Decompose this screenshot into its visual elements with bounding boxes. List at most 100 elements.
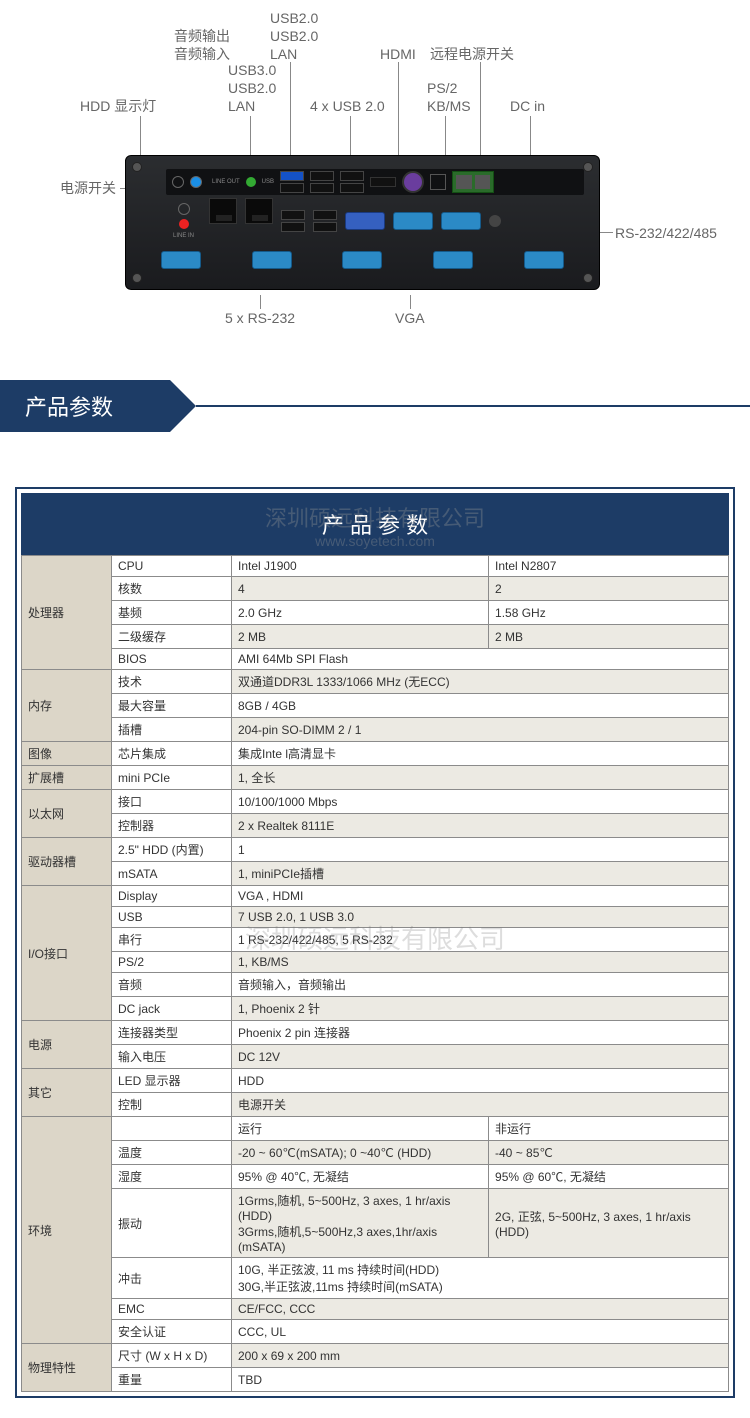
spec-value: 8GB / 4GB [232, 694, 729, 718]
label-hdd-led: HDD 显示灯 [80, 98, 156, 115]
spec-value: 204-pin SO-DIMM 2 / 1 [232, 718, 729, 742]
spec-table-container: 产 品 参 数 深圳硕远科技有限公司 www.soyetech.com 处理器C… [15, 487, 735, 1398]
banner-title: 产品参数 [0, 380, 170, 432]
spec-sub: 温度 [112, 1141, 232, 1165]
spec-sub: Display [112, 886, 232, 907]
spec-category: 以太网 [22, 790, 112, 838]
spec-sub: 控制 [112, 1093, 232, 1117]
spec-table: 处理器CPUIntel J1900Intel N2807 核数42 基频2.0 GH… [21, 555, 729, 1392]
spec-sub: 尺寸 (W x H x D) [112, 1344, 232, 1368]
spec-category: I/O接口 [22, 886, 112, 1021]
spec-sub: 核数 [112, 577, 232, 601]
label-ps2: PS/2 [427, 80, 457, 97]
spec-category: 扩展槽 [22, 766, 112, 790]
spec-value: 95% @ 60℃, 无凝结 [489, 1165, 729, 1189]
spec-sub: 串行 [112, 928, 232, 952]
label-usb20-b1: USB2.0 [270, 10, 318, 27]
spec-value: 2G, 正弦, 5~500Hz, 3 axes, 1 hr/axis (HDD) [489, 1189, 729, 1258]
spec-value: CE/FCC, CCC [232, 1299, 729, 1320]
spec-value: 音频输入，音频输出 [232, 973, 729, 997]
label-rs232x5: 5 x RS-232 [225, 310, 295, 327]
spec-value: 1Grms,随机, 5~500Hz, 3 axes, 1 hr/axis (HD… [232, 1189, 489, 1258]
spec-category: 电源 [22, 1021, 112, 1069]
spec-sub: 冲击 [112, 1258, 232, 1299]
spec-sub: 最大容量 [112, 694, 232, 718]
label-audio-in: 音频输入 [160, 46, 230, 63]
spec-sub: 技术 [112, 670, 232, 694]
spec-value: 1 RS-232/422/485, 5 RS-232 [232, 928, 729, 952]
spec-category: 驱动器槽 [22, 838, 112, 886]
spec-sub: CPU [112, 556, 232, 577]
spec-sub: 输入电压 [112, 1045, 232, 1069]
spec-value: Intel J1900 [232, 556, 489, 577]
spec-value: VGA , HDMI [232, 886, 729, 907]
spec-value: 1, miniPCIe插槽 [232, 862, 729, 886]
spec-sub: 插槽 [112, 718, 232, 742]
spec-sub: 二级缓存 [112, 625, 232, 649]
spec-value: 1, Phoenix 2 针 [232, 997, 729, 1021]
spec-category: 处理器 [22, 556, 112, 670]
spec-sub: 振动 [112, 1189, 232, 1258]
spec-value: 2 MB [232, 625, 489, 649]
spec-sub: DC jack [112, 997, 232, 1021]
spec-sub: 控制器 [112, 814, 232, 838]
spec-value: 2.0 GHz [232, 601, 489, 625]
spec-value: 电源开关 [232, 1093, 729, 1117]
label-remote-pwr: 远程电源开关 [430, 46, 514, 63]
spec-sub: BIOS [112, 649, 232, 670]
label-dcin: DC in [510, 98, 545, 115]
device-render: LINE OUT USB LINE IN [125, 155, 600, 290]
spec-value: 集成Inte l高清显卡 [232, 742, 729, 766]
spec-value: 4 [232, 577, 489, 601]
spec-sub: PS/2 [112, 952, 232, 973]
spec-value: DC 12V [232, 1045, 729, 1069]
spec-value: Phoenix 2 pin 连接器 [232, 1021, 729, 1045]
spec-value: TBD [232, 1368, 729, 1392]
spec-category: 内存 [22, 670, 112, 742]
spec-sub: 接口 [112, 790, 232, 814]
label-vga: VGA [395, 310, 425, 327]
spec-sub: mSATA [112, 862, 232, 886]
label-hdmi: HDMI [380, 46, 416, 63]
spec-value: 10G, 半正弦波, 11 ms 持续时间(HDD) 30G,半正弦波,11ms… [232, 1258, 729, 1299]
section-banner: 产品参数 [0, 380, 750, 432]
spec-category: 环境 [22, 1117, 112, 1344]
spec-value: 2 [489, 577, 729, 601]
spec-sub: 湿度 [112, 1165, 232, 1189]
spec-sub: 2.5" HDD (内置) [112, 838, 232, 862]
spec-sub: 基频 [112, 601, 232, 625]
spec-sub: EMC [112, 1299, 232, 1320]
spec-sub: 安全认证 [112, 1320, 232, 1344]
spec-value: 10/100/1000 Mbps [232, 790, 729, 814]
spec-col-header: 非运行 [489, 1117, 729, 1141]
spec-value: 2 MB [489, 625, 729, 649]
spec-value: CCC, UL [232, 1320, 729, 1344]
label-usb30: USB3.0 [228, 62, 276, 79]
port-diagram: 音频输出 音频输入 USB3.0 USB2.0 LAN USB2.0 USB2.… [0, 0, 750, 350]
spec-sub: 芯片集成 [112, 742, 232, 766]
label-rs232-485: RS-232/422/485 [615, 225, 717, 242]
spec-value: 双通道DDR3L 1333/1066 MHz (无ECC) [232, 670, 729, 694]
spec-category: 图像 [22, 742, 112, 766]
spec-value: 200 x 69 x 200 mm [232, 1344, 729, 1368]
spec-value: 1, 全长 [232, 766, 729, 790]
label-usb4: 4 x USB 2.0 [310, 98, 385, 115]
spec-value: 1, KB/MS [232, 952, 729, 973]
label-lan-b: LAN [270, 46, 297, 63]
spec-value: HDD [232, 1069, 729, 1093]
spec-sub: 音频 [112, 973, 232, 997]
spec-value: 2 x Realtek 8111E [232, 814, 729, 838]
spec-value: 1 [232, 838, 729, 862]
spec-sub: LED 显示器 [112, 1069, 232, 1093]
spec-sub: 连接器类型 [112, 1021, 232, 1045]
label-usb20-a: USB2.0 [228, 80, 276, 97]
spec-value: -40 ~ 85℃ [489, 1141, 729, 1165]
label-audio-out: 音频输出 [160, 28, 230, 45]
spec-value: Intel N2807 [489, 556, 729, 577]
label-kbms: KB/MS [427, 98, 471, 115]
spec-category: 其它 [22, 1069, 112, 1117]
spec-col-header: 运行 [232, 1117, 489, 1141]
spec-sub: 重量 [112, 1368, 232, 1392]
spec-value: AMI 64Mb SPI Flash [232, 649, 729, 670]
label-power-sw: 电源开关 [60, 180, 116, 197]
